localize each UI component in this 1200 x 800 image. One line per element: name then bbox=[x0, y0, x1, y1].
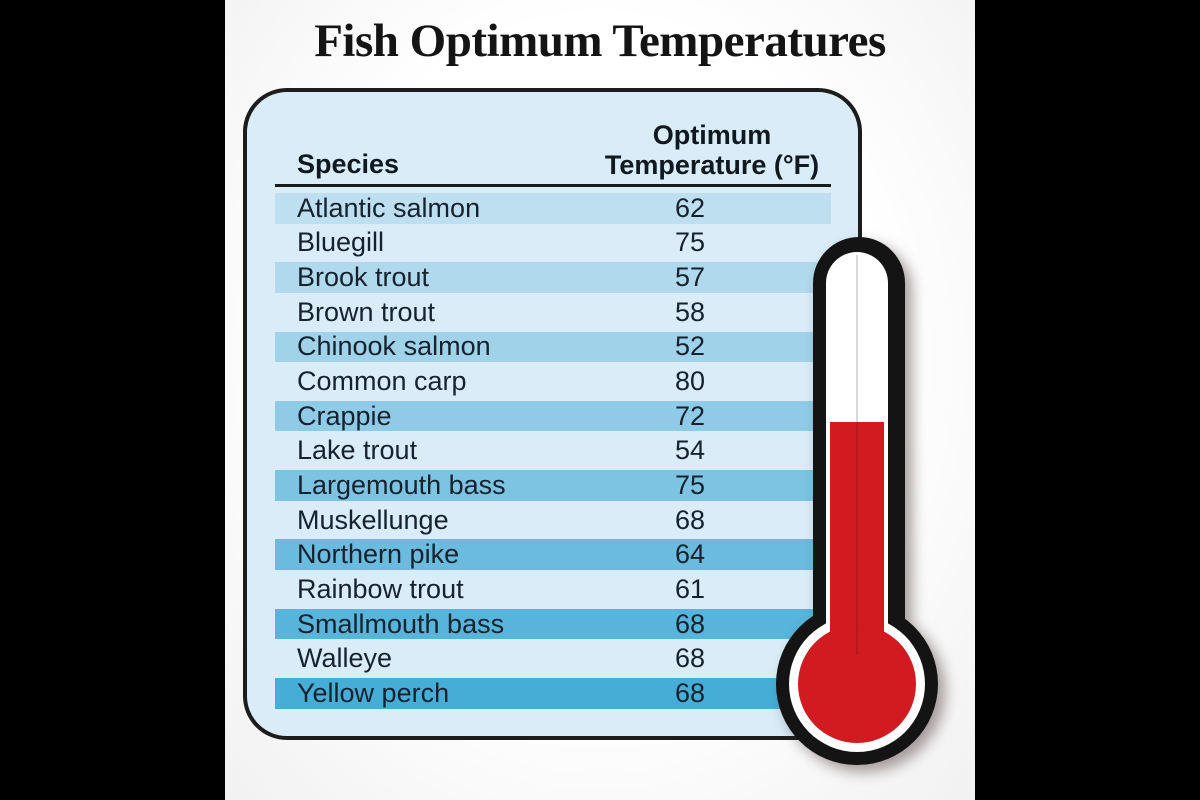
table-row: Rainbow trout 61 bbox=[275, 572, 831, 607]
temperature-cell: 62 bbox=[674, 192, 706, 223]
temperature-cell: 68 bbox=[674, 677, 706, 708]
table-row: Lake trout 54 bbox=[275, 433, 831, 468]
table-row: Atlantic salmon 62 bbox=[275, 191, 831, 226]
table-row: Muskellunge 68 bbox=[275, 503, 831, 538]
species-cell: Smallmouth bass bbox=[297, 608, 505, 639]
species-cell: Northern pike bbox=[297, 539, 460, 570]
header-underline bbox=[275, 184, 831, 187]
table-row: Bluegill 75 bbox=[275, 226, 831, 261]
table-row: Chinook salmon 52 bbox=[275, 330, 831, 365]
species-column-header: Species bbox=[297, 149, 400, 179]
temperature-cell: 80 bbox=[674, 366, 706, 397]
species-cell: Muskellunge bbox=[297, 504, 449, 535]
species-cell: Common carp bbox=[297, 366, 467, 397]
table-row: Crappie 72 bbox=[275, 399, 831, 434]
species-cell: Yellow perch bbox=[297, 677, 450, 708]
temperature-table-panel: Species Optimum Temperature (°F) Atlanti… bbox=[243, 88, 862, 740]
table-row: Yellow perch 68 bbox=[275, 676, 831, 711]
temperature-cell: 57 bbox=[674, 262, 706, 293]
species-cell: Crappie bbox=[297, 400, 392, 431]
temperature-cell: 54 bbox=[674, 435, 706, 466]
temperature-header-line2: Temperature (°F) bbox=[604, 150, 820, 180]
temperature-column-header: Optimum Temperature (°F) bbox=[577, 120, 847, 180]
table-row: Walleye 68 bbox=[275, 641, 831, 676]
table-row: Smallmouth bass 68 bbox=[275, 607, 831, 642]
temperature-header-line1: Optimum bbox=[652, 120, 772, 150]
species-cell: Lake trout bbox=[297, 435, 418, 466]
species-cell: Chinook salmon bbox=[297, 331, 491, 362]
temperature-cell: 61 bbox=[674, 573, 706, 604]
table-header: Species Optimum Temperature (°F) bbox=[247, 110, 858, 182]
species-cell: Brook trout bbox=[297, 262, 430, 293]
temperature-cell: 68 bbox=[674, 643, 706, 674]
species-cell: Walleye bbox=[297, 643, 393, 674]
table-row: Largemouth bass 75 bbox=[275, 468, 831, 503]
temperature-cell: 75 bbox=[674, 469, 706, 500]
temperature-cell: 68 bbox=[674, 608, 706, 639]
species-cell: Atlantic salmon bbox=[297, 192, 481, 223]
temperature-cell: 52 bbox=[674, 331, 706, 362]
temperature-cell: 64 bbox=[674, 539, 706, 570]
temperature-cell: 72 bbox=[674, 400, 706, 431]
temperature-cell: 75 bbox=[674, 227, 706, 258]
table-body: Atlantic salmon 62 Bluegill 75 Brook tro… bbox=[275, 191, 831, 711]
temperature-cell: 58 bbox=[674, 296, 706, 327]
species-cell: Brown trout bbox=[297, 296, 436, 327]
table-row: Brook trout 57 bbox=[275, 260, 831, 295]
table-row: Brown trout 58 bbox=[275, 295, 831, 330]
table-row: Common carp 80 bbox=[275, 364, 831, 399]
content-area: Fish Optimum Temperatures Species Optimu… bbox=[225, 0, 975, 800]
species-cell: Largemouth bass bbox=[297, 469, 506, 500]
table-row: Northern pike 64 bbox=[275, 537, 831, 572]
species-cell: Rainbow trout bbox=[297, 573, 464, 604]
page-title: Fish Optimum Temperatures bbox=[314, 15, 886, 67]
species-cell: Bluegill bbox=[297, 227, 385, 258]
temperature-cell: 68 bbox=[674, 504, 706, 535]
